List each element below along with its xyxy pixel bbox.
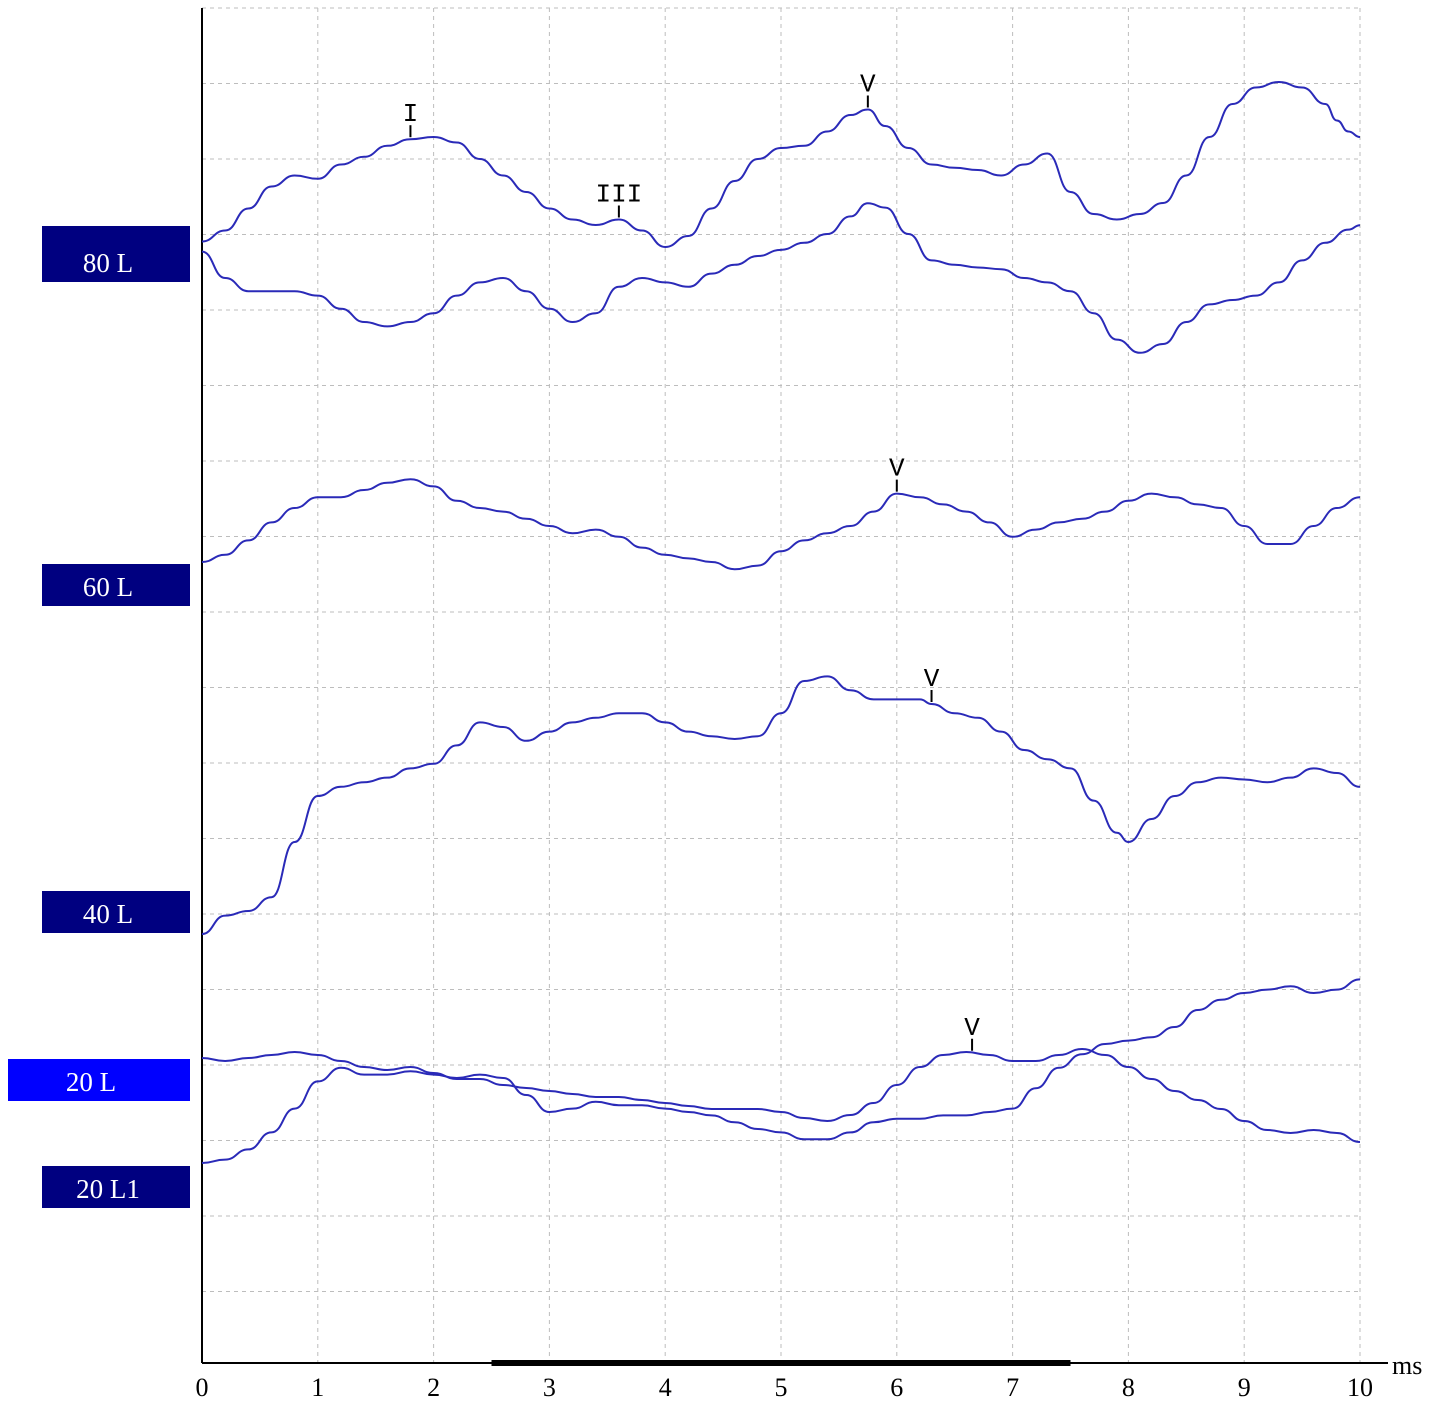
traces	[201, 81, 1361, 1164]
peak-label: V	[889, 454, 905, 484]
x-unit-label: ms	[1392, 1351, 1422, 1380]
peak-label: V	[860, 70, 876, 100]
grid	[202, 7, 1361, 1363]
trace-labels: 80 L 60 L 40 L 20 L 20 L1	[8, 226, 190, 1208]
x-tick-label: 3	[543, 1373, 556, 1402]
trace-line	[201, 202, 1361, 354]
peak-label: V	[924, 664, 940, 694]
peak-label: I	[403, 99, 419, 129]
label-box-bg	[42, 226, 190, 282]
trace-line	[201, 978, 1361, 1164]
label-box-bg	[42, 1166, 190, 1208]
stimulus-bar	[491, 1360, 1071, 1366]
x-tick-label: 10	[1347, 1373, 1373, 1402]
label-box-bg	[42, 891, 190, 933]
trace-label-box[interactable]: 20 L1	[42, 1166, 190, 1208]
x-tick-labels: 0 1 2 3 4 5 6 7 8 9 10	[196, 1373, 1374, 1402]
x-tick-label: 7	[1006, 1373, 1019, 1402]
peak-label: V	[964, 1013, 980, 1043]
x-tick-label: 1	[311, 1373, 324, 1402]
trace-label-text: 60 L	[83, 572, 133, 602]
x-tick-label: 5	[775, 1373, 788, 1402]
trace-label-box[interactable]: 80 L	[42, 226, 190, 282]
trace-line	[201, 1048, 1361, 1143]
x-tick-label: 8	[1122, 1373, 1135, 1402]
trace-label-text: 20 L	[66, 1067, 116, 1097]
trace-label-box[interactable]: 60 L	[42, 564, 190, 606]
trace-label-box[interactable]: 20 L	[8, 1059, 190, 1101]
trace-label-box[interactable]: 40 L	[42, 891, 190, 933]
x-tick-label: 6	[890, 1373, 903, 1402]
x-tick-label: 2	[427, 1373, 440, 1402]
trace-label-text: 20 L1	[76, 1174, 140, 1204]
label-box-bg	[42, 564, 190, 606]
axes: ms	[201, 8, 1422, 1380]
trace-label-text: 80 L	[83, 248, 133, 278]
x-tick-label: 9	[1238, 1373, 1251, 1402]
x-tick-label: 0	[196, 1373, 209, 1402]
trace-line	[201, 81, 1361, 248]
x-tick-label: 4	[659, 1373, 672, 1402]
trace-line	[201, 675, 1361, 935]
trace-label-text: 40 L	[83, 899, 133, 929]
label-box-bg	[8, 1059, 190, 1101]
trace-line	[201, 478, 1361, 571]
peak-label: III	[595, 180, 642, 210]
